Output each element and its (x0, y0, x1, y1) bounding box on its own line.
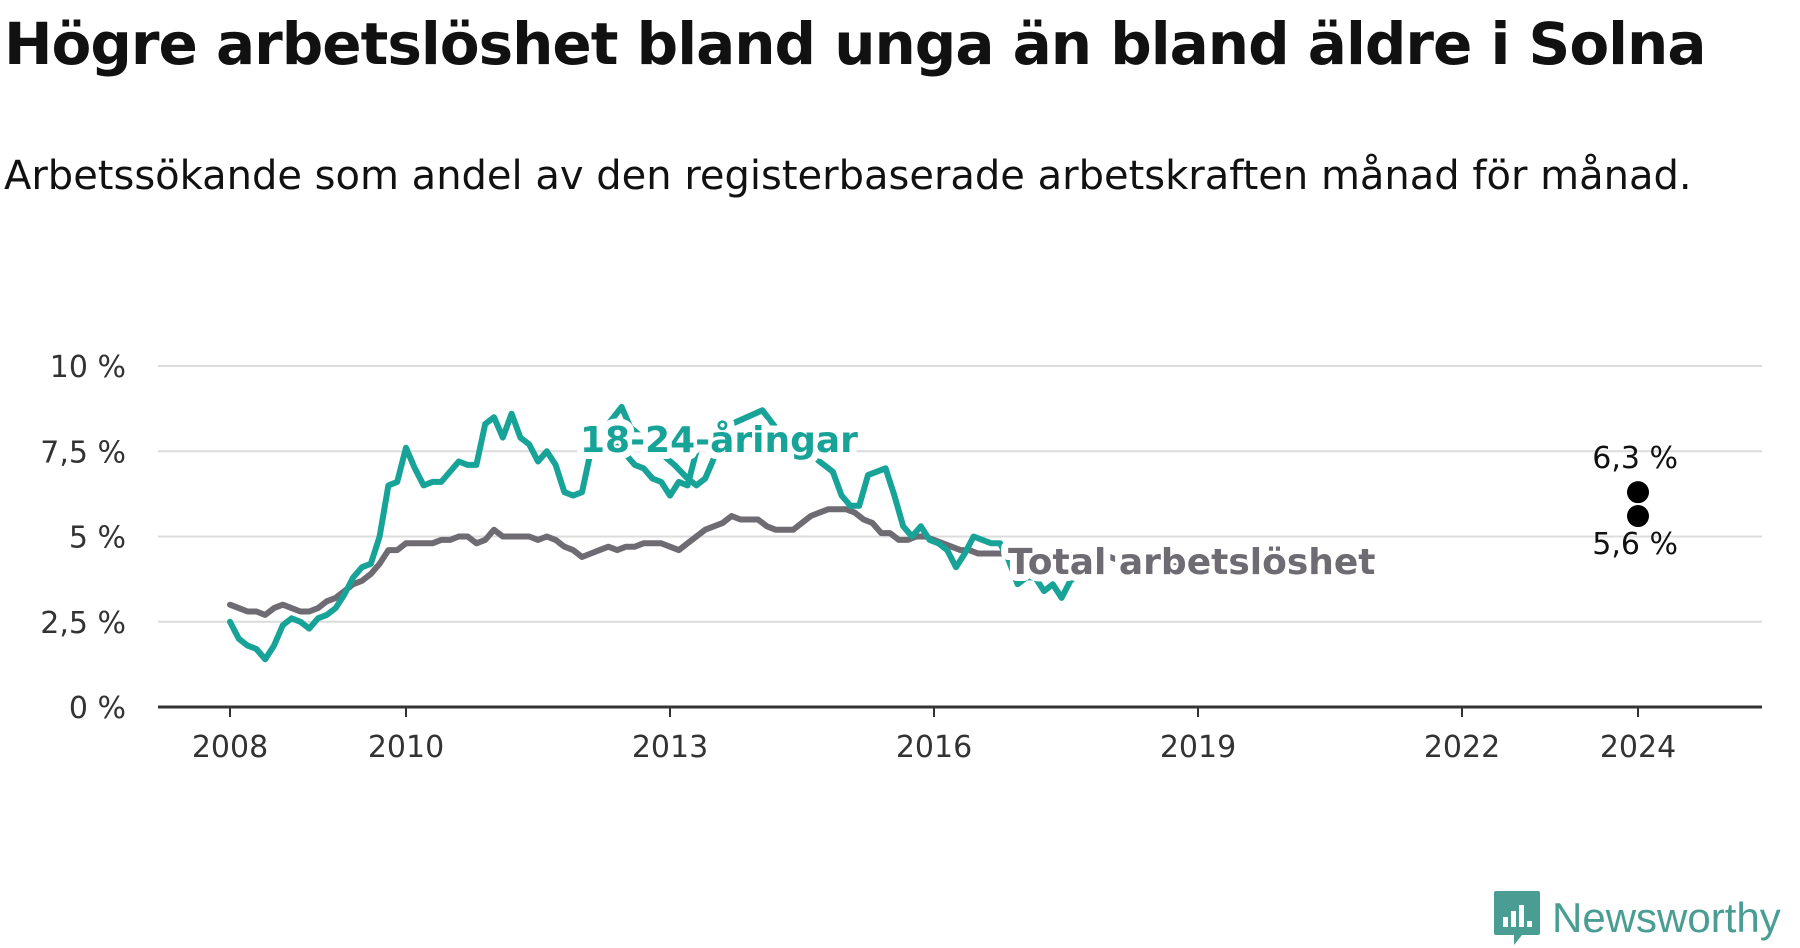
chart-subtitle: Arbetssökande som andel av den registerb… (4, 153, 1692, 199)
end-point-total (1627, 505, 1649, 528)
end-point-teen (1627, 481, 1649, 504)
x-tick-label: 2019 (1160, 730, 1236, 765)
series-label-teen: 18-24-åringar (580, 420, 858, 461)
y-tick-label: 5 % (69, 521, 126, 556)
y-axis-tick-labels: 0 % 2,5 % 5 % 7,5 % 10 % (40, 350, 126, 726)
series-line-teen-mid (605, 403, 1109, 601)
y-tick-label: 0 % (69, 691, 126, 726)
page-title: Högre arbetslöshet bland unga än bland ä… (4, 10, 1706, 78)
series-lines (227, 403, 1219, 663)
x-tick-label: 2024 (1600, 730, 1676, 765)
x-tick-label: 2008 (192, 730, 268, 765)
y-tick-label: 10 % (50, 350, 126, 385)
newsworthy-logo-icon (1494, 891, 1540, 945)
series-line-total-early (227, 506, 1219, 618)
end-label-total: 5,6 % (1592, 527, 1678, 562)
newsworthy-logo: Newsworthy (1492, 888, 1781, 948)
end-label-teen: 6,3 % (1592, 441, 1678, 476)
series-label-teen-halo: 18-24-åringar (580, 420, 858, 461)
y-tick-label: 2,5 % (40, 606, 126, 641)
gridlines (158, 365, 1762, 623)
x-tick-label: 2013 (632, 730, 708, 765)
end-markers: 6,3 % 5,6 % (1592, 441, 1678, 562)
series-label-total: Total arbetslöshet (1008, 542, 1376, 583)
x-tick-label: 2016 (896, 730, 972, 765)
x-axis: 2008 2010 2013 2016 2019 2022 2024 (158, 705, 1762, 765)
y-tick-label: 7,5 % (40, 435, 126, 470)
logo-wordmark: Newsworthy (1552, 894, 1781, 941)
x-tick-label: 2010 (368, 730, 444, 765)
series-label-total-halo: Total arbetslöshet (1008, 542, 1376, 583)
series-line-teen-early (227, 410, 700, 663)
x-tick-label: 2022 (1424, 730, 1500, 765)
